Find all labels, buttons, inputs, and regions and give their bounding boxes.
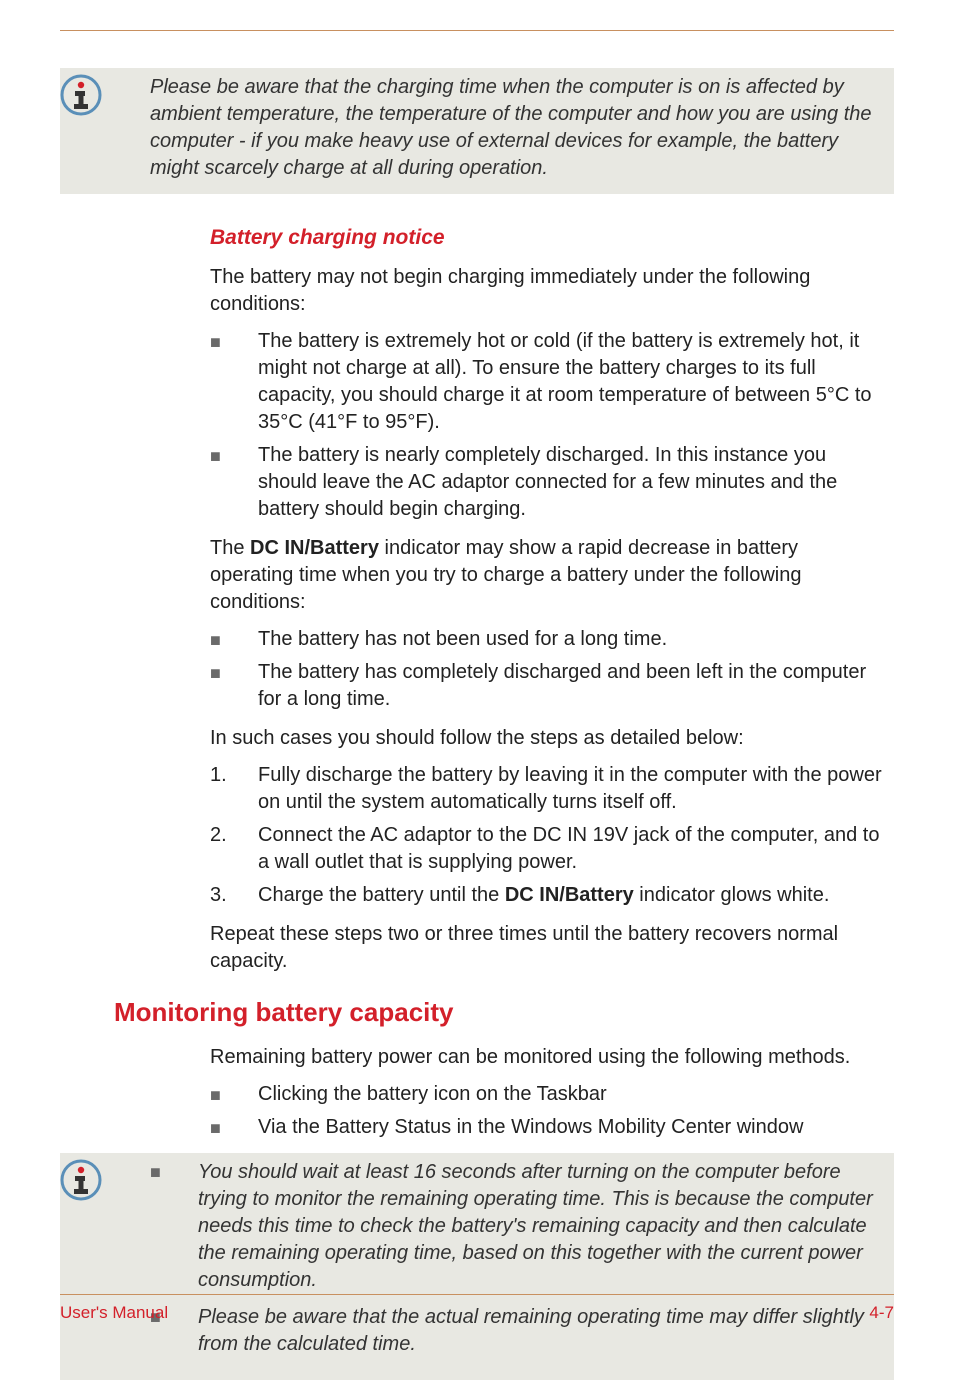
text: The <box>210 537 250 559</box>
list-text: The battery is extremely hot or cold (if… <box>258 328 884 436</box>
square-bullet-icon: ■ <box>210 328 258 436</box>
section-body: Remaining battery power can be monitored… <box>210 1044 884 1141</box>
callout-text: Please be aware that the charging time w… <box>150 68 894 194</box>
bullet-list-methods: ■ Clicking the battery icon on the Taskb… <box>210 1081 884 1141</box>
square-bullet-icon: ■ <box>210 1081 258 1108</box>
paragraph: In such cases you should follow the step… <box>210 725 884 752</box>
info-callout-monitoring: ■ You should wait at least 16 seconds af… <box>60 1153 894 1380</box>
step-number: 3. <box>210 882 258 909</box>
list-item: ■ The battery has not been used for a lo… <box>210 626 884 653</box>
step-number: 2. <box>210 822 258 876</box>
bullet-list-conditions: ■ The battery is extremely hot or cold (… <box>210 328 884 523</box>
bullet-list-decrease: ■ The battery has not been used for a lo… <box>210 626 884 713</box>
bold-text: DC IN/Battery <box>250 537 379 559</box>
square-bullet-icon: ■ <box>150 1159 198 1294</box>
paragraph: Repeat these steps two or three times un… <box>210 921 884 975</box>
list-text: The battery has completely discharged an… <box>258 659 884 713</box>
callout-list-item: ■ Please be aware that the actual remain… <box>150 1304 876 1358</box>
heading-monitoring-battery-capacity: Monitoring battery capacity <box>114 997 894 1028</box>
step-item: 3. Charge the battery until the DC IN/Ba… <box>210 882 884 909</box>
square-bullet-icon: ■ <box>210 626 258 653</box>
section-body: The battery may not begin charging immed… <box>210 264 884 975</box>
list-text: The battery is nearly completely dischar… <box>258 442 884 523</box>
step-item: 2. Connect the AC adaptor to the DC IN 1… <box>210 822 884 876</box>
info-callout-charging-time: Please be aware that the charging time w… <box>60 68 894 194</box>
list-text: The battery has not been used for a long… <box>258 626 884 653</box>
list-text: Clicking the battery icon on the Taskbar <box>258 1081 884 1108</box>
step-item: 1. Fully discharge the battery by leavin… <box>210 762 884 816</box>
paragraph: The DC IN/Battery indicator may show a r… <box>210 535 884 616</box>
callout-text: Please be aware that the actual remainin… <box>198 1304 876 1358</box>
list-text: Via the Battery Status in the Windows Mo… <box>258 1114 884 1141</box>
square-bullet-icon: ■ <box>210 1114 258 1141</box>
footer-title: User's Manual <box>60 1303 168 1323</box>
info-icon <box>60 68 150 194</box>
bottom-rule <box>60 1294 894 1295</box>
list-item: ■ Clicking the battery icon on the Taskb… <box>210 1081 884 1108</box>
paragraph: The battery may not begin charging immed… <box>210 264 884 318</box>
bold-text: DC IN/Battery <box>505 884 634 906</box>
list-item: ■ Via the Battery Status in the Windows … <box>210 1114 884 1141</box>
text: indicator glows white. <box>634 884 830 906</box>
callout-list-item: ■ You should wait at least 16 seconds af… <box>150 1159 876 1294</box>
list-item: ■ The battery is extremely hot or cold (… <box>210 328 884 436</box>
step-text: Fully discharge the battery by leaving i… <box>258 762 884 816</box>
page-content: Please be aware that the charging time w… <box>60 68 894 1380</box>
numbered-steps: 1. Fully discharge the battery by leavin… <box>210 762 884 909</box>
info-icon <box>60 1153 150 1380</box>
heading-battery-charging-notice: Battery charging notice <box>210 226 894 250</box>
callout-list: ■ You should wait at least 16 seconds af… <box>150 1153 894 1380</box>
text: Charge the battery until the <box>258 884 505 906</box>
callout-text: You should wait at least 16 seconds afte… <box>198 1159 876 1294</box>
paragraph: Remaining battery power can be monitored… <box>210 1044 884 1071</box>
step-text: Charge the battery until the DC IN/Batte… <box>258 882 884 909</box>
footer-page-number: 4-7 <box>869 1303 894 1323</box>
step-number: 1. <box>210 762 258 816</box>
list-item: ■ The battery has completely discharged … <box>210 659 884 713</box>
list-item: ■ The battery is nearly completely disch… <box>210 442 884 523</box>
square-bullet-icon: ■ <box>210 659 258 713</box>
top-rule <box>60 30 894 31</box>
step-text: Connect the AC adaptor to the DC IN 19V … <box>258 822 884 876</box>
square-bullet-icon: ■ <box>210 442 258 523</box>
